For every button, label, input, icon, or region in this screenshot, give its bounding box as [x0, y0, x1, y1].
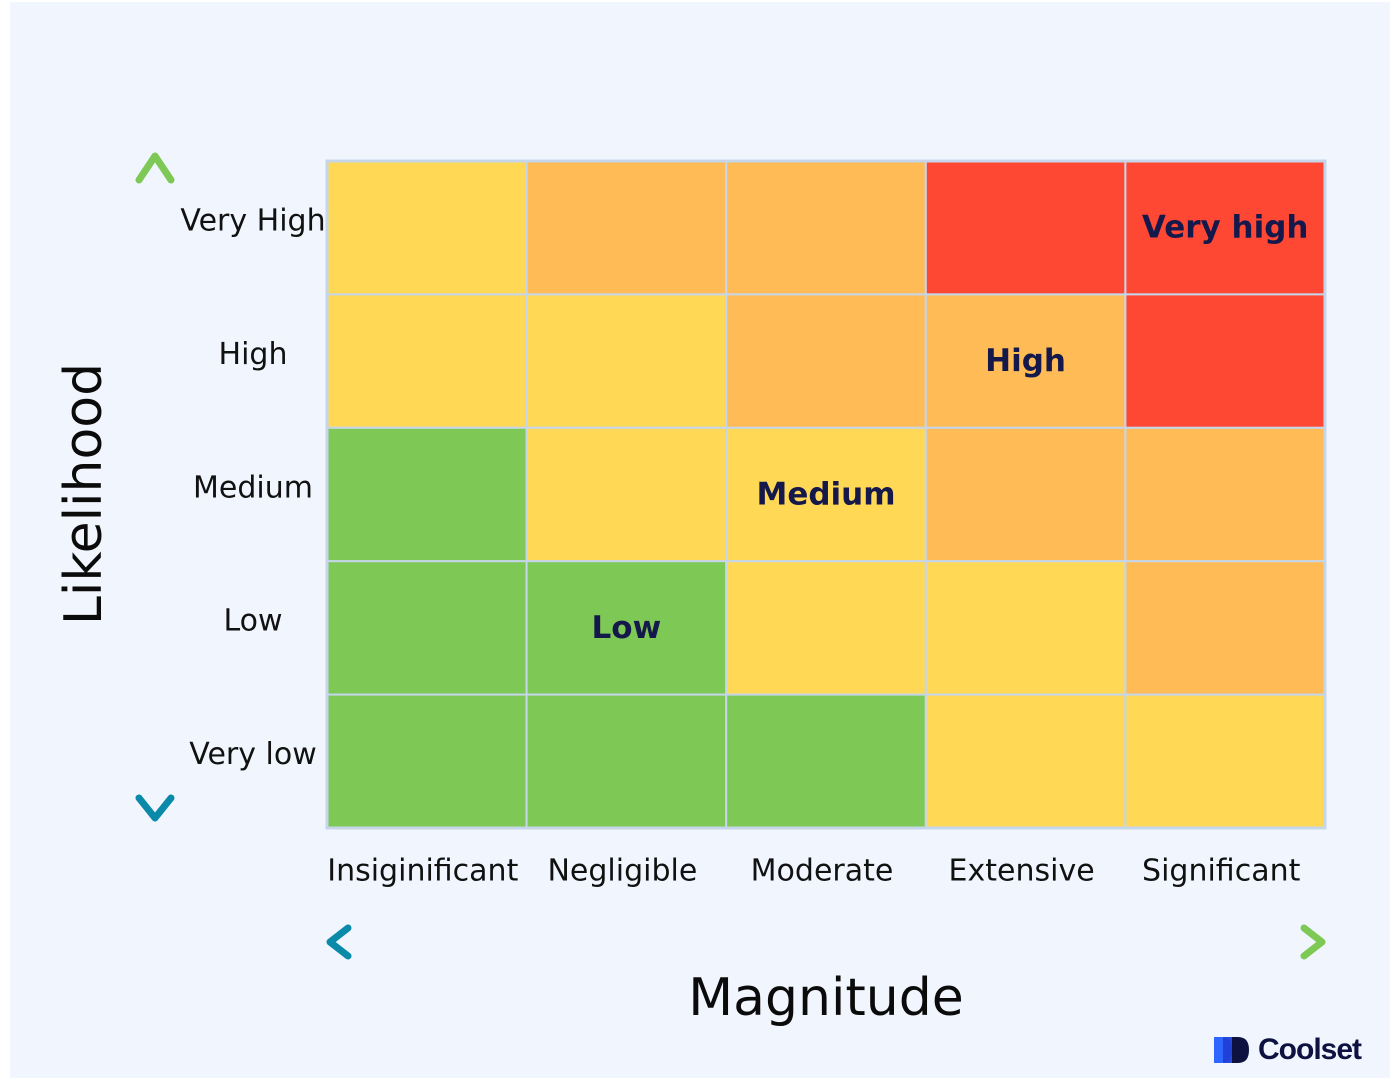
heatmap-cells	[325, 159, 1327, 830]
cell-r0-c2	[725, 160, 927, 296]
y-tick-label: Very High	[180, 204, 325, 239]
cell-r1-c4	[1124, 293, 1327, 429]
cell-r1-c0	[326, 293, 528, 429]
y-tick-label: Very low	[189, 737, 317, 772]
y-tick-label: Low	[223, 604, 282, 639]
x-tick-labels: Insiginificant Negligible Moderate Extensiv…	[327, 854, 1300, 889]
coolset-logo-icon	[1214, 1037, 1249, 1063]
magnitude-arrow	[326, 924, 1326, 960]
likelihood-arrow	[135, 152, 175, 822]
x-tick-label: Insiginificant	[327, 854, 518, 889]
cell-labels: Very high High Medium Low	[592, 210, 1309, 646]
risk-level-label: Low	[592, 610, 662, 646]
y-axis-title: Likelihood	[54, 363, 114, 625]
y-tick-labels: Very High High Medium Low Very low	[180, 204, 325, 773]
cell-r2-c4	[1124, 426, 1327, 563]
x-tick-label: Negligible	[547, 854, 697, 889]
brand-name: Coolset	[1258, 1033, 1362, 1066]
y-tick-label: Medium	[193, 470, 313, 505]
risk-level-label: Very high	[1142, 210, 1309, 246]
y-tick-label: High	[219, 337, 288, 372]
cell-r2-c3	[924, 426, 1127, 563]
cell-r0-c3	[924, 160, 1127, 296]
x-tick-label: Extensive	[949, 854, 1095, 889]
coolset-brand: Coolset	[1214, 1030, 1362, 1070]
x-tick-label: Significant	[1142, 854, 1301, 889]
cell-r4-c1	[525, 693, 728, 829]
cell-r3-c1	[525, 560, 728, 696]
x-axis-title: Magnitude	[688, 968, 964, 1028]
cell-r4-c2	[725, 693, 927, 829]
cell-r1-c2	[725, 293, 927, 429]
cell-r2-c0	[326, 426, 528, 563]
cell-r0-c1	[525, 160, 728, 296]
cell-r4-c0	[326, 693, 528, 829]
x-tick-label: Moderate	[751, 854, 894, 889]
cell-r3-c2	[725, 560, 927, 696]
cell-r3-c0	[326, 560, 528, 696]
risk-level-label: High	[985, 343, 1066, 379]
cell-r1-c1	[525, 293, 728, 429]
cell-r1-c3	[924, 293, 1127, 429]
cell-r3-c3	[924, 560, 1127, 696]
risk-level-label: Medium	[756, 477, 895, 513]
cell-r4-c3	[924, 693, 1127, 829]
cell-r4-c4	[1124, 693, 1327, 829]
cell-r2-c1	[525, 426, 728, 563]
cell-r3-c4	[1124, 560, 1327, 696]
cell-r2-c2	[725, 426, 927, 563]
cell-r0-c0	[326, 160, 528, 296]
matrix-border	[325, 159, 1327, 830]
